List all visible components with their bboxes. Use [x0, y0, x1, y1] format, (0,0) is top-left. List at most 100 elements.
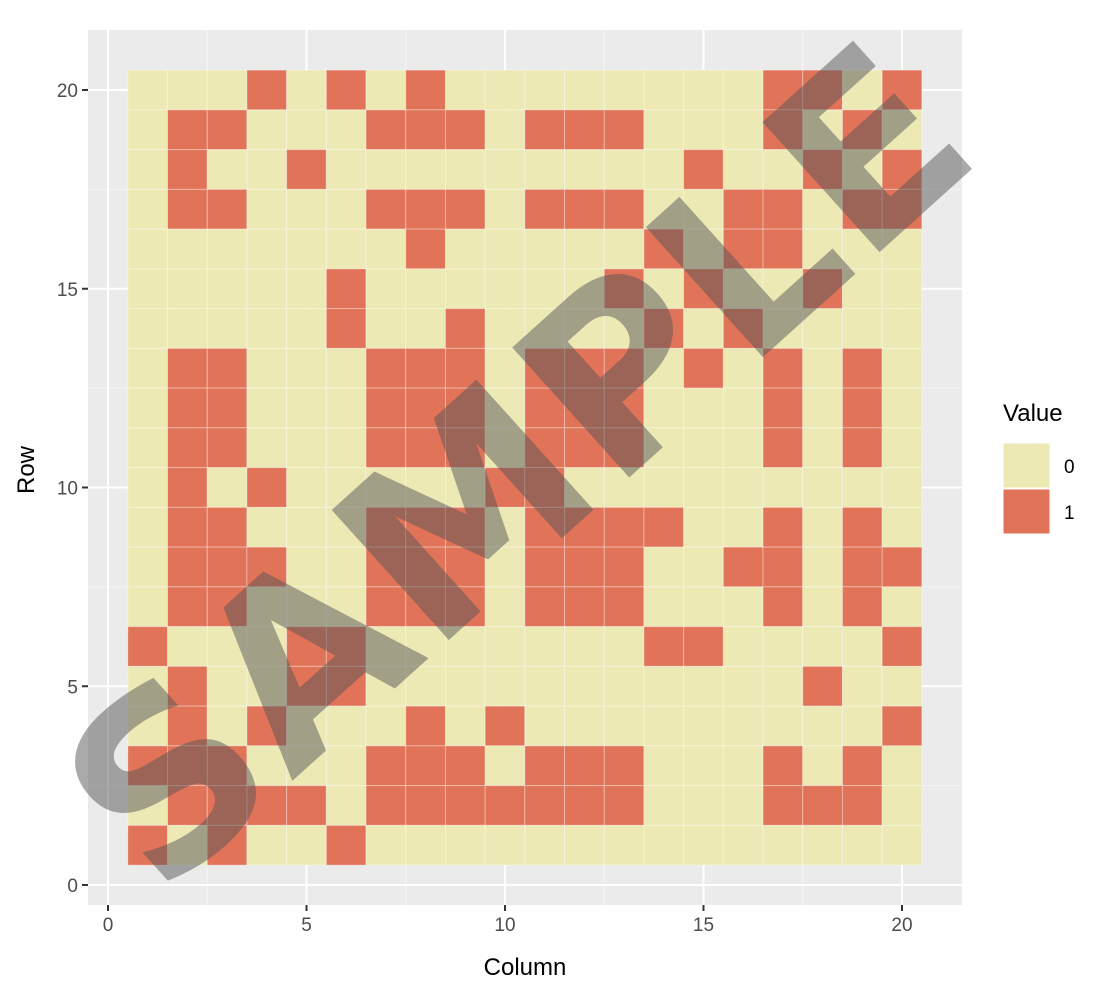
heatmap-cell [127, 467, 169, 508]
heatmap-cell [405, 387, 446, 429]
heatmap-cell [881, 308, 923, 349]
heatmap-cell [206, 824, 248, 866]
heatmap-cell [286, 188, 327, 230]
heatmap-cell [405, 308, 446, 349]
heatmap-cell [524, 824, 566, 866]
heatmap-cell [444, 824, 486, 866]
heatmap-cell [841, 586, 883, 628]
heatmap-cell [365, 308, 407, 349]
heatmap-cell [325, 347, 367, 389]
heatmap-cell [683, 506, 724, 548]
heatmap-cell [444, 745, 486, 787]
heatmap-cell [881, 785, 923, 826]
heatmap-cell [881, 665, 923, 707]
heatmap-cell [643, 268, 685, 310]
heatmap-cell [524, 268, 566, 310]
heatmap-cell [564, 188, 605, 230]
heatmap-cell [722, 467, 764, 508]
heatmap-cell [405, 109, 446, 151]
heatmap-cell [206, 427, 248, 469]
heatmap-cell [881, 387, 923, 429]
heatmap-cell [206, 347, 248, 389]
heatmap-cell [643, 228, 685, 270]
heatmap-cell [246, 586, 288, 628]
heatmap-cell [802, 546, 843, 588]
heatmap-cell [762, 109, 804, 151]
heatmap-cell [365, 149, 407, 190]
axis-tick-labels: 0 5 10 15 20 0 5 10 15 20 [57, 81, 913, 936]
heatmap-cell [127, 427, 169, 469]
heatmap-cell [722, 347, 764, 389]
heatmap-cell [603, 268, 645, 310]
heatmap-cell [683, 824, 724, 866]
x-tick-label: 0 [103, 915, 114, 936]
heatmap-cell [127, 268, 169, 310]
heatmap-cell [524, 69, 566, 111]
heatmap-cell [405, 268, 446, 310]
heatmap-cell [167, 308, 208, 349]
heatmap-cell [167, 228, 208, 270]
heatmap-cell [246, 546, 288, 588]
heatmap-cell [167, 506, 208, 548]
heatmap-cell [167, 586, 208, 628]
heatmap-cell [286, 387, 327, 429]
heatmap-cell [841, 506, 883, 548]
heatmap-cell [524, 387, 566, 429]
heatmap-cell [286, 427, 327, 469]
heatmap-cell [444, 228, 486, 270]
heatmap-cell [603, 705, 645, 747]
heatmap-cell [841, 427, 883, 469]
x-tick-label: 10 [494, 915, 515, 936]
heatmap-cell [603, 69, 645, 111]
heatmap-cell [206, 665, 248, 707]
heatmap-cell [643, 188, 685, 230]
heatmap-cell [643, 467, 685, 508]
heatmap-cell [802, 387, 843, 429]
heatmap-cell [286, 268, 327, 310]
heatmap-cell [683, 69, 724, 111]
heatmap-cell [722, 745, 764, 787]
heatmap-cell [722, 546, 764, 588]
heatmap-cell [564, 228, 605, 270]
heatmap-cell [127, 347, 169, 389]
heatmap-cell [246, 824, 288, 866]
heatmap-cell [127, 308, 169, 349]
heatmap-cell [365, 785, 407, 826]
heatmap-cell [762, 188, 804, 230]
heatmap-cell [841, 665, 883, 707]
heatmap-cell [762, 785, 804, 826]
heatmap-cell [762, 705, 804, 747]
heatmap-cell [246, 506, 288, 548]
heatmap-cell [524, 506, 566, 548]
heatmap-cell [881, 626, 923, 667]
heatmap-cell [405, 745, 446, 787]
heatmap-cell [405, 188, 446, 230]
heatmap-cell [167, 69, 208, 111]
heatmap-cell [564, 546, 605, 588]
heatmap-cell [802, 586, 843, 628]
heatmap-cell [603, 665, 645, 707]
heatmap-cell [365, 69, 407, 111]
heatmap-cell [444, 506, 486, 548]
heatmap-cell [722, 387, 764, 429]
heatmap-cell [325, 149, 367, 190]
heatmap-cell [524, 188, 566, 230]
heatmap-cell [762, 268, 804, 310]
heatmap-cell [603, 109, 645, 151]
heatmap-cell [564, 824, 605, 866]
heatmap-cell [246, 268, 288, 310]
heatmap-cell [127, 69, 169, 111]
heatmap-cell [762, 824, 804, 866]
axis-ticks [82, 89, 903, 911]
heatmap-cell [325, 69, 367, 111]
heatmap-cell [524, 705, 566, 747]
heatmap-cell [683, 109, 724, 151]
heatmap-cell [802, 467, 843, 508]
heatmap-cell [325, 308, 367, 349]
heatmap-cell [405, 824, 446, 866]
heatmap-cell [127, 665, 169, 707]
heatmap-cell [762, 69, 804, 111]
y-tick-label: 20 [57, 81, 78, 102]
heatmap-cell [564, 69, 605, 111]
y-tick-label: 15 [57, 280, 78, 301]
